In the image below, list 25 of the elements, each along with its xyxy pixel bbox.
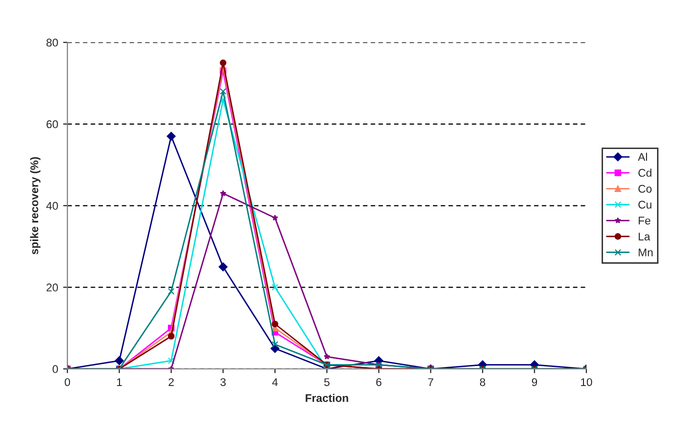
legend-label: Cd (638, 168, 652, 177)
legend-label: Cu (638, 200, 652, 209)
legend-label: Al (638, 152, 648, 161)
x-tick-label: 5 (324, 378, 330, 386)
y-tick-label: 0 (52, 365, 58, 374)
x-tick-label: 4 (272, 378, 278, 386)
y-tick-label: 80 (46, 38, 58, 47)
y-tick-label: 20 (46, 284, 58, 292)
y-tick-label: 40 (46, 202, 58, 210)
x-tick-label: 6 (376, 378, 382, 386)
y-axis-title: spike recovery (%) (30, 157, 40, 254)
x-tick-label: 10 (581, 378, 592, 386)
x-tick-label: 8 (480, 378, 486, 386)
x-tick-label: 9 (532, 378, 538, 386)
y-tick-label: 60 (46, 120, 58, 128)
x-tick-label: 1 (117, 378, 122, 386)
x-tick-label: 7 (428, 378, 434, 386)
x-tick-label: 0 (64, 378, 70, 386)
legend-label: Mn (638, 248, 653, 256)
legend-label: Co (638, 184, 652, 193)
legend-label: La (638, 232, 650, 240)
x-tick-label: 3 (220, 378, 226, 386)
x-tick-label: 2 (168, 378, 174, 386)
legend-label: Fe (638, 216, 650, 225)
x-axis-title: Fraction (306, 394, 348, 402)
